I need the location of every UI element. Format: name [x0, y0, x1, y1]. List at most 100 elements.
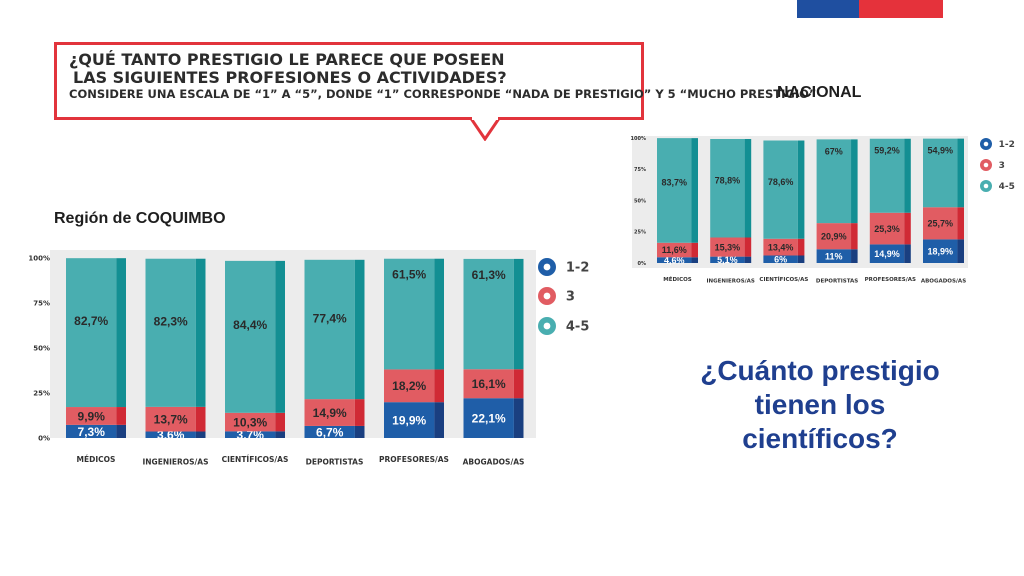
regional-bar-edge-1-2-4 [434, 402, 444, 438]
nacional-data-label-4-5-3: 67% [825, 146, 843, 156]
regional-data-label-1-2-5: 22,1% [472, 411, 506, 425]
nacional-bar-1-2-1 [710, 256, 745, 263]
regional-category-label-5: ABOGADOS/AS [463, 457, 525, 466]
regional-bar-edge-3-1 [195, 406, 206, 432]
nacional-bar-4-5-5 [923, 138, 958, 208]
regional-legend-swatch-dot-0 [543, 263, 551, 271]
nacional-bar-edge-4-5-4 [904, 138, 911, 213]
question-box: ¿QUÉ TANTO PRESTIGIO LE PARECE QUE POSEE… [54, 42, 816, 120]
nacional-data-label-1-2-3: 11% [825, 251, 843, 261]
regional-bar-1-2-1 [145, 431, 196, 438]
nacional-data-label-4-5-1: 78,8% [715, 176, 741, 186]
nacional-ytick-label: 0% [638, 261, 647, 267]
regional-legend-swatch-dot-1 [543, 292, 551, 300]
regional-bar-edge-1-2-3 [354, 425, 365, 438]
nacional-bar-4-5-2 [763, 140, 798, 239]
regional-data-label-4-5-2: 84,4% [233, 318, 267, 332]
regional-bar-edge-3-4 [434, 369, 444, 403]
regional-category-label-4: PROFESORES/AS [379, 455, 449, 464]
regional-bar-edge-1-2-2 [275, 431, 285, 438]
regional-bar-3-3 [304, 399, 355, 426]
regional-data-label-3-4: 18,2% [392, 379, 426, 393]
nacional-bar-1-2-2 [763, 255, 798, 263]
regional-data-label-4-5-3: 77,4% [313, 312, 347, 326]
nacional-bar-edge-3-3 [851, 223, 858, 250]
nacional-bar-edge-3-5 [957, 207, 964, 240]
region-label: Región de COQUIMBO [54, 210, 226, 227]
nacional-data-label-4-5-4: 59,2% [874, 146, 900, 156]
nacional-category-label-0: MÉDICOS [663, 275, 692, 283]
nacional-bar-edge-3-1 [744, 237, 752, 257]
nacional-category-label-1: INGENIEROS/AS [706, 279, 754, 285]
regional-bar-1-2-5 [463, 398, 514, 438]
nacional-legend-label-0: 1-2 [999, 140, 1015, 150]
nacional-bar-1-2-3 [816, 249, 852, 263]
nacional-data-label-3-3: 20,9% [821, 231, 847, 241]
regional-bar-edge-1-2-5 [513, 398, 524, 438]
regional-bar-1-2-3 [304, 425, 355, 438]
regional-data-label-4-5-5: 61,3% [472, 268, 506, 282]
nacional-category-label-4: PROFESORES/AS [865, 277, 916, 283]
regional-bar-3-1 [145, 406, 196, 432]
regional-bar-4-5-3 [304, 259, 355, 400]
regional-bar-edge-4-5-1 [195, 258, 206, 407]
nacional-bar-3-5 [923, 207, 958, 240]
nacional-bar-3-2 [763, 238, 798, 256]
regional-data-label-4-5-4: 61,5% [392, 268, 426, 282]
nacional-bar-edge-3-4 [904, 212, 911, 245]
regional-data-label-1-2-2: 3,7% [237, 428, 265, 442]
nacional-bar-1-2-0 [657, 257, 692, 263]
nacional-bar-edge-3-2 [797, 238, 805, 256]
nacional-bar-edge-4-5-1 [744, 139, 752, 238]
regional-ytick-label: 50% [33, 344, 50, 352]
regional-bar-edge-1-2-1 [195, 431, 206, 438]
regional-category-label-0: MÉDICOS [77, 455, 116, 464]
regional-ytick-label: 0% [38, 434, 50, 442]
nacional-data-label-3-1: 15,3% [715, 242, 741, 252]
nacional-bar-edge-1-2-1 [744, 256, 752, 263]
nacional-data-label-1-2-1: 5,1% [717, 255, 738, 265]
regional-bar-edge-3-0 [116, 407, 126, 425]
regional-data-label-3-0: 9,9% [78, 409, 106, 423]
regional-bar-4-5-4 [384, 258, 435, 370]
regional-bar-3-0 [66, 407, 117, 425]
regional-bar-edge-4-5-2 [275, 260, 285, 413]
regional-bar-edge-4-5-3 [354, 259, 365, 400]
regional-data-label-3-2: 10,3% [233, 415, 267, 429]
regional-data-label-1-2-0: 7,3% [78, 425, 106, 439]
bottom-question: ¿Cuánto prestigio tienen los científicos… [700, 355, 940, 455]
nacional-bar-edge-3-0 [691, 242, 698, 258]
nacional-legend-swatch-dot-1 [983, 162, 989, 168]
regional-bar-edge-4-5-4 [434, 258, 444, 370]
flag-blue-stripe [797, 0, 859, 18]
nacional-bar-edge-4-5-5 [957, 138, 964, 208]
regional-bar-1-2-2 [225, 431, 276, 438]
nacional-data-label-3-5: 25,7% [927, 219, 953, 229]
regional-bar-1-2-0 [66, 424, 117, 438]
nacional-legend-swatch-dot-2 [983, 183, 989, 189]
regional-ytick-label: 100% [28, 254, 50, 262]
nacional-bar-3-4 [869, 212, 905, 245]
regional-data-label-1-2-3: 6,7% [316, 425, 344, 439]
regional-data-label-3-1: 13,7% [154, 413, 188, 427]
nacional-bar-edge-1-2-4 [904, 244, 911, 263]
regional-bar-4-5-1 [145, 258, 196, 407]
nacional-data-label-1-2-4: 14,9% [874, 249, 900, 259]
nacional-bar-4-5-4 [869, 138, 905, 213]
regional-bar-3-2 [225, 412, 276, 432]
regional-bar-4-5-0 [66, 258, 117, 408]
question-line-2: LAS SIGUIENTES PROFESIONES O ACTIVIDADES… [73, 68, 507, 88]
nacional-bar-edge-1-2-0 [691, 257, 698, 263]
regional-category-label-1: INGENIEROS/AS [142, 457, 208, 466]
nacional-bar-1-2-5 [923, 239, 958, 263]
regional-category-label-3: DEPORTISTAS [306, 457, 364, 466]
regional-ytick-label: 25% [33, 389, 50, 397]
nacional-bar-edge-1-2-3 [851, 249, 858, 263]
regional-bar-3-5 [463, 369, 514, 399]
regional-bar-1-2-4 [384, 402, 435, 438]
nacional-bar-4-5-1 [710, 139, 745, 238]
nacional-legend-swatch-dot-0 [983, 141, 989, 147]
nacional-data-label-3-4: 25,3% [874, 224, 900, 234]
regional-bar-4-5-2 [225, 260, 276, 413]
nacional-bar-edge-4-5-0 [691, 138, 698, 243]
